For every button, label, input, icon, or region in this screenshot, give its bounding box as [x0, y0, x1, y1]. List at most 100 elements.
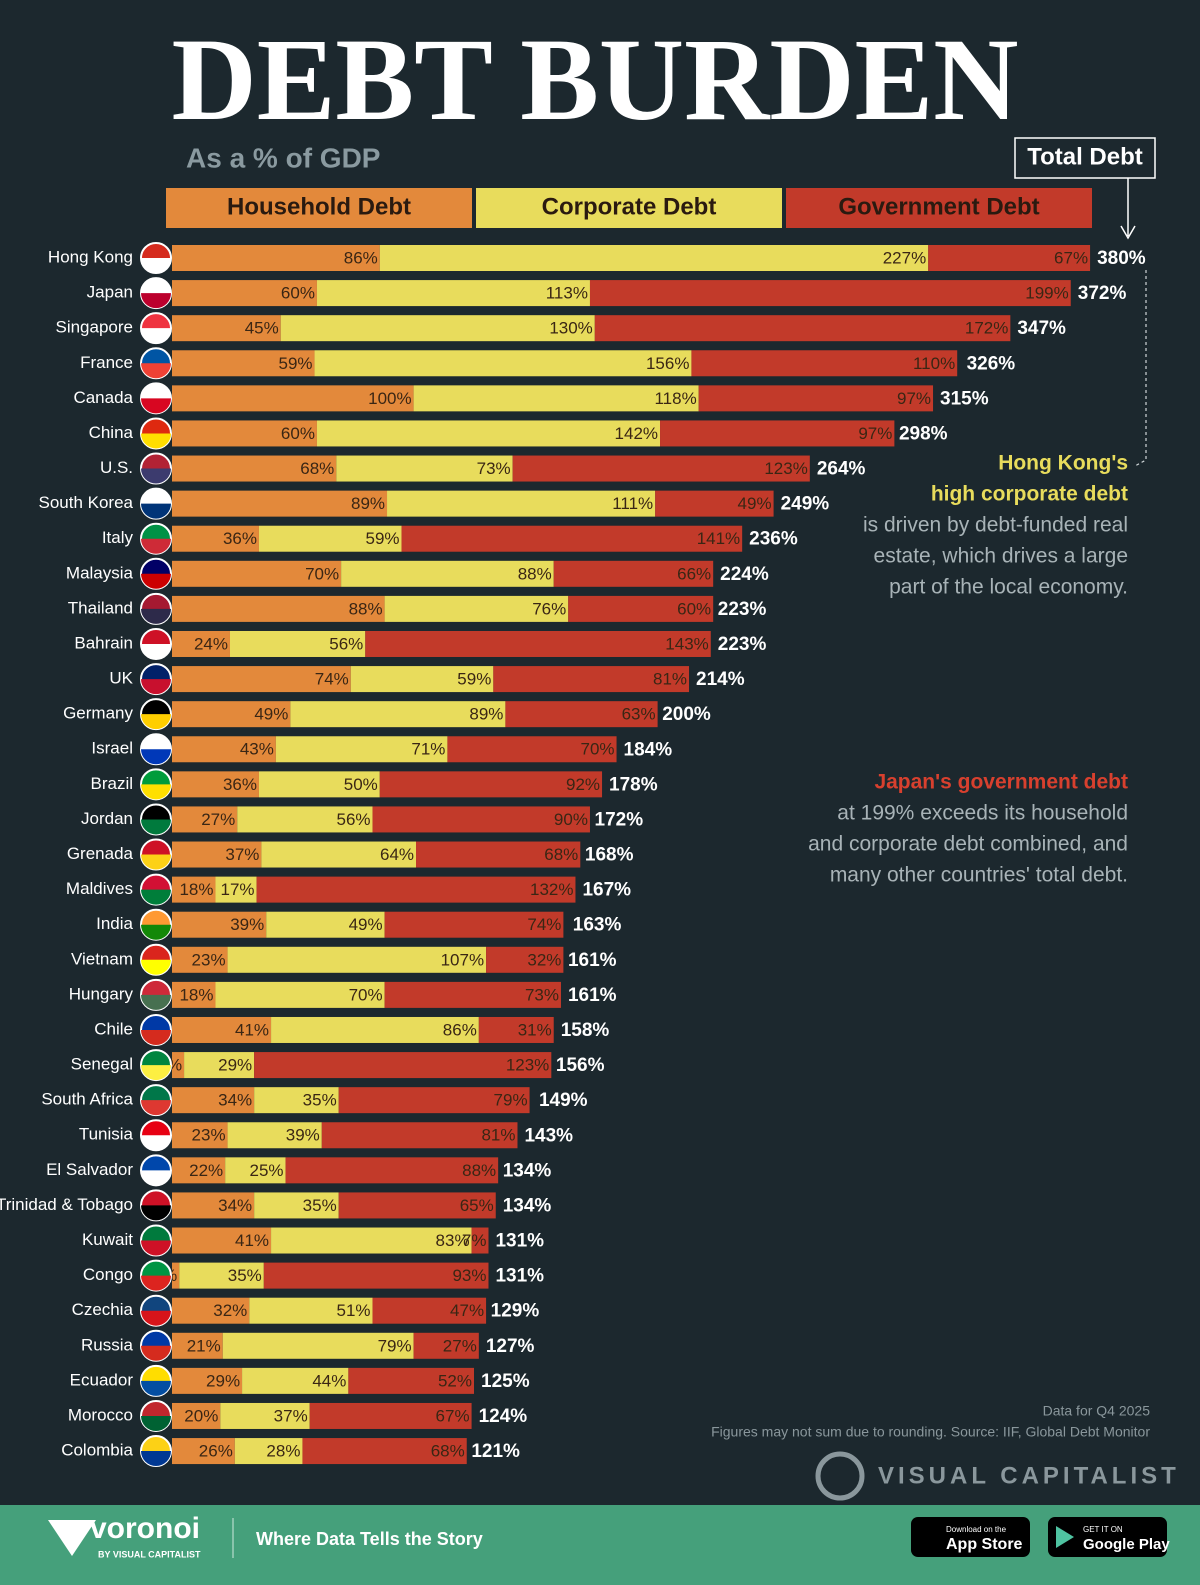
total-label: 168%	[585, 845, 634, 866]
value-label: 73%	[477, 459, 511, 478]
flag-detail	[141, 1100, 171, 1116]
annotation-text: at 199% exceeds its household	[837, 802, 1128, 825]
bar-segment	[290, 701, 506, 728]
bar-segment	[172, 1122, 228, 1149]
bar-segment	[261, 841, 417, 868]
bar-segment	[172, 1087, 255, 1114]
bar-segment	[280, 315, 595, 342]
annotation-text: part of the local economy.	[889, 576, 1128, 599]
chart-title: DEBT BURDEN	[172, 14, 1019, 145]
flag-detail	[141, 714, 171, 730]
total-label: 143%	[524, 1125, 573, 1146]
flag-detail	[141, 468, 171, 484]
bar-segment	[172, 350, 315, 377]
category-label: Brazil	[90, 774, 133, 793]
bar-segment	[338, 1192, 496, 1219]
category-label: Maldives	[66, 879, 133, 898]
value-label: 74%	[527, 915, 561, 934]
value-label: 39%	[230, 915, 264, 934]
flag-detail	[141, 854, 171, 870]
bar-segment	[401, 525, 743, 552]
bar-segment	[302, 1438, 467, 1465]
bar-segment	[316, 280, 590, 307]
bar-segment	[225, 1157, 286, 1184]
app-store-line2: App Store	[946, 1536, 1023, 1553]
bar-segment	[172, 701, 291, 728]
bar-segment	[384, 981, 561, 1008]
bar-segment	[493, 666, 690, 693]
value-label: 118%	[654, 389, 696, 408]
annotation-title: Hong Kong's	[998, 452, 1128, 475]
category-label: Trinidad & Tobago	[0, 1195, 133, 1214]
play-icon	[1056, 1526, 1074, 1548]
dotted-connector	[1134, 270, 1147, 467]
publisher: VISUAL CAPITALIST	[878, 1462, 1180, 1489]
value-label: 37%	[274, 1406, 308, 1425]
value-label: 25%	[250, 1161, 284, 1180]
value-label: 172%	[965, 319, 1008, 338]
logo: voronoi	[90, 1512, 200, 1545]
bar-segment	[471, 1227, 489, 1254]
total-label: 131%	[495, 1231, 544, 1252]
total-label: 129%	[491, 1301, 540, 1322]
value-label: 56%	[336, 810, 370, 829]
value-label: 50%	[344, 775, 378, 794]
value-label: 123%	[764, 459, 807, 478]
bar-segment	[172, 525, 259, 552]
value-label: 111%	[612, 494, 653, 513]
bar-segment	[222, 1332, 414, 1359]
category-label: Jordan	[81, 809, 133, 828]
bar-segment	[589, 280, 1071, 307]
bar-segment	[372, 1297, 487, 1324]
total-label: 172%	[595, 809, 644, 830]
flag-detail	[141, 503, 171, 519]
bar-segment	[698, 385, 934, 412]
category-label: Colombia	[61, 1441, 133, 1460]
category-label: Malaysia	[66, 563, 134, 582]
total-label: 326%	[967, 353, 1016, 374]
bar-segment	[413, 385, 699, 412]
bar-segment	[172, 666, 351, 693]
bar-segment	[249, 1297, 373, 1324]
legend-label: Corporate Debt	[542, 193, 717, 220]
annotation-text: and corporate debt combined, and	[808, 833, 1128, 856]
total-label: 184%	[624, 739, 673, 760]
value-label: 29%	[206, 1371, 240, 1390]
app-store-badge[interactable]	[911, 1517, 1030, 1557]
bar-segment	[172, 455, 337, 482]
value-label: 52%	[438, 1371, 472, 1390]
bar-segment	[336, 455, 513, 482]
flag-detail	[141, 433, 171, 449]
legend-label: Government Debt	[838, 193, 1039, 220]
value-label: 51%	[336, 1301, 370, 1320]
bar-segment	[379, 771, 603, 798]
bar-segment	[512, 455, 810, 482]
total-label: 127%	[486, 1336, 535, 1357]
flag-detail	[141, 1240, 171, 1256]
bar-segment	[254, 1087, 339, 1114]
category-label: Israel	[91, 739, 133, 758]
bar-segment	[350, 666, 494, 693]
total-label: 161%	[568, 985, 617, 1006]
total-label: 131%	[495, 1266, 544, 1287]
flag-detail	[141, 573, 171, 589]
total-label: 125%	[481, 1371, 530, 1392]
bar-segment	[258, 525, 402, 552]
annotation-title: high corporate debt	[931, 483, 1128, 506]
legend-swatch	[786, 188, 1092, 228]
total-label: 134%	[503, 1195, 552, 1216]
value-label: 44%	[312, 1371, 346, 1390]
category-label: Tunisia	[79, 1125, 134, 1144]
bar-segment	[416, 841, 581, 868]
value-label: 89%	[469, 705, 503, 724]
bar-segment	[172, 911, 267, 938]
bar-segment	[691, 350, 958, 377]
value-label: 39%	[286, 1126, 320, 1145]
flag-detail	[141, 1065, 171, 1081]
bar-segment	[271, 1016, 479, 1043]
bar-segment	[505, 701, 658, 728]
category-label: Thailand	[68, 598, 133, 617]
value-label: 132%	[530, 880, 573, 899]
bar-segment	[266, 911, 385, 938]
google-play-badge[interactable]	[1048, 1517, 1167, 1557]
